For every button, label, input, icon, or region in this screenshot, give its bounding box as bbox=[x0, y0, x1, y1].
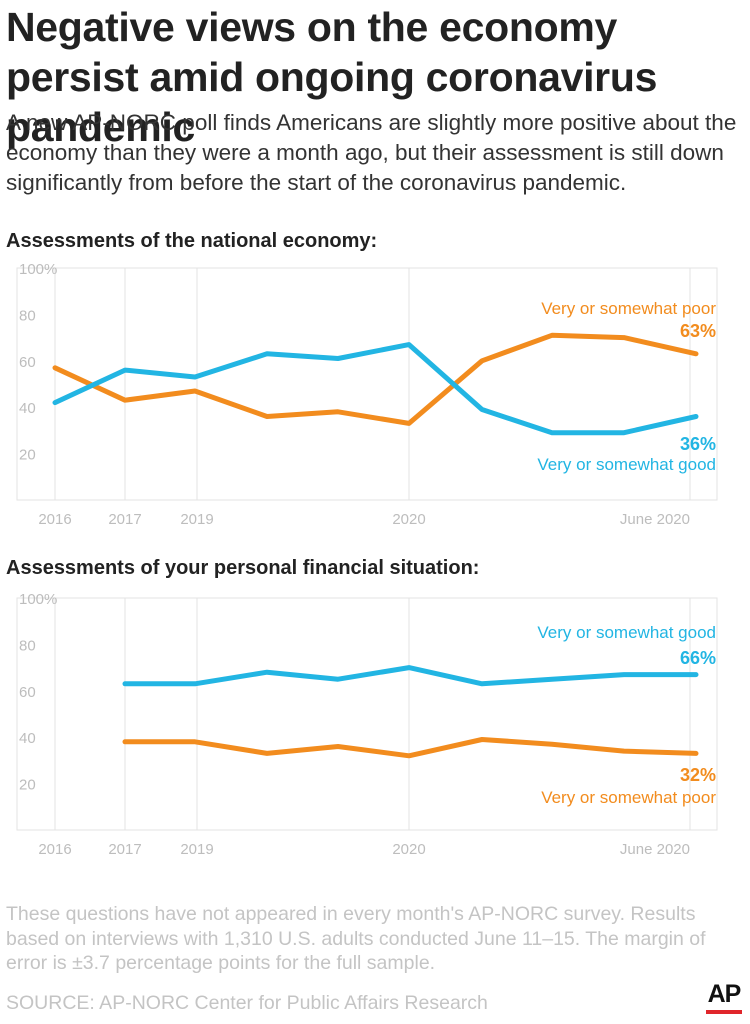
chart-1-title: Assessments of the national economy: bbox=[6, 230, 378, 252]
y-tick-label: 100% bbox=[19, 261, 57, 278]
series-end-value-label: 32% bbox=[680, 765, 716, 785]
y-tick-label: 60 bbox=[19, 354, 36, 371]
series-name-label: Very or somewhat poor bbox=[541, 299, 716, 318]
x-tick-label: 2016 bbox=[38, 841, 71, 858]
ap-logo-text: AP bbox=[707, 980, 742, 1008]
x-tick-label: 2020 bbox=[392, 511, 425, 528]
y-tick-label: 40 bbox=[19, 400, 36, 417]
plot-frame bbox=[16, 597, 718, 831]
page-subtitle: A new AP-NORC poll finds Americans are s… bbox=[6, 110, 737, 195]
footnote: These questions have not appeared in eve… bbox=[6, 903, 706, 974]
series-line-very-or-somewhat-good bbox=[122, 665, 699, 687]
personal-finance-chart: 100% 80 60 40 20 2016 2017 2019 2020 June 2020 Ver… bbox=[16, 591, 718, 858]
y-tick-label: 40 bbox=[19, 730, 36, 747]
y-tick-label: 20 bbox=[19, 777, 36, 794]
series-line-very-or-somewhat-poor bbox=[122, 737, 699, 759]
series-end-value-label: 66% bbox=[680, 648, 716, 668]
chart-2-title: Assessments of your personal financial s… bbox=[6, 557, 480, 579]
series-line-very-or-somewhat-good bbox=[52, 342, 699, 436]
x-tick-label: June 2020 bbox=[620, 511, 690, 528]
page-title: Negative views on the economy persist am… bbox=[6, 4, 658, 150]
source-note: SOURCE: AP-NORC Center for Public Affair… bbox=[6, 992, 488, 1014]
y-tick-label: 80 bbox=[19, 637, 36, 654]
y-tick-label: 60 bbox=[19, 684, 36, 701]
series-name-label: Very or somewhat good bbox=[537, 455, 716, 474]
series-name-label: Very or somewhat poor bbox=[541, 788, 716, 807]
x-tick-label: 2016 bbox=[38, 511, 71, 528]
ap-logo: AP bbox=[706, 980, 742, 1014]
series-end-value-label: 63% bbox=[680, 321, 716, 341]
x-tick-label: June 2020 bbox=[620, 841, 690, 858]
series-name-label: Very or somewhat good bbox=[537, 623, 716, 642]
y-tick-label: 100% bbox=[19, 591, 57, 608]
x-tick-label: 2017 bbox=[108, 511, 141, 528]
x-tick-label: 2019 bbox=[180, 841, 213, 858]
series-end-value-label: 36% bbox=[680, 434, 716, 454]
x-tick-label: 2017 bbox=[108, 841, 141, 858]
x-tick-label: 2019 bbox=[180, 511, 213, 528]
national-economy-chart: 100% 80 60 40 20 2016 2017 2019 2020 June 2020 Ver… bbox=[16, 261, 718, 528]
y-tick-label: 80 bbox=[19, 307, 36, 324]
plot-frame bbox=[16, 267, 718, 501]
x-tick-label: 2020 bbox=[392, 841, 425, 858]
series-line-very-or-somewhat-poor bbox=[52, 332, 699, 426]
ap-logo-underline bbox=[706, 1010, 742, 1014]
y-tick-label: 20 bbox=[19, 447, 36, 464]
